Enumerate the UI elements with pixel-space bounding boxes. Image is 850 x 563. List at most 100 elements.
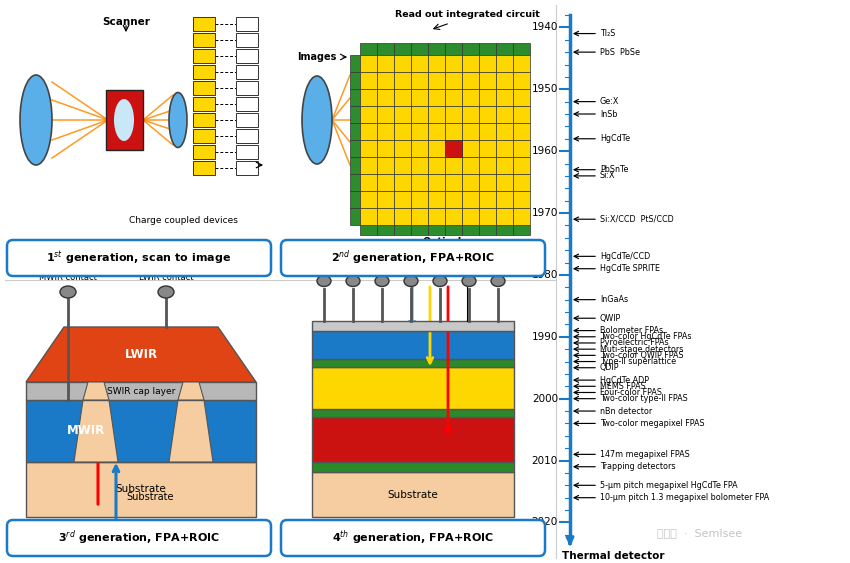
- Bar: [193, 97, 215, 111]
- Bar: [360, 225, 377, 235]
- Bar: [411, 89, 428, 106]
- Bar: [462, 55, 479, 72]
- Bar: [193, 145, 215, 159]
- Text: Two-color type-II FPAS: Two-color type-II FPAS: [600, 394, 688, 403]
- Bar: [462, 140, 479, 157]
- Bar: [377, 208, 394, 225]
- Bar: [394, 208, 411, 225]
- Bar: [411, 191, 428, 208]
- Bar: [312, 417, 514, 462]
- Bar: [394, 157, 411, 174]
- Text: MWIR contact: MWIR contact: [39, 273, 97, 282]
- FancyBboxPatch shape: [281, 520, 545, 556]
- Bar: [513, 225, 530, 235]
- Bar: [479, 89, 496, 106]
- Text: Substrate: Substrate: [388, 489, 439, 499]
- Text: Charge coupled devices: Charge coupled devices: [128, 216, 237, 225]
- Text: 1970: 1970: [531, 208, 558, 218]
- Bar: [513, 89, 530, 106]
- Bar: [236, 33, 258, 47]
- Bar: [193, 33, 215, 47]
- Bar: [445, 123, 462, 140]
- Text: 5-μm pitch megapixel HgCdTe FPA: 5-μm pitch megapixel HgCdTe FPA: [600, 481, 738, 490]
- Bar: [394, 43, 411, 55]
- Bar: [428, 43, 445, 55]
- Text: Substrate: Substrate: [126, 493, 173, 503]
- Bar: [445, 157, 462, 174]
- Bar: [496, 140, 513, 157]
- Text: Si:X: Si:X: [600, 171, 615, 180]
- Bar: [513, 174, 530, 191]
- Bar: [236, 97, 258, 111]
- Bar: [312, 321, 514, 331]
- Bar: [496, 225, 513, 235]
- Bar: [496, 43, 513, 55]
- Bar: [394, 140, 411, 157]
- Bar: [479, 123, 496, 140]
- Text: LWIR contact: LWIR contact: [139, 273, 193, 282]
- Bar: [193, 161, 215, 175]
- Bar: [428, 225, 445, 235]
- Text: Ge:X: Ge:X: [600, 97, 620, 106]
- Bar: [428, 191, 445, 208]
- Text: LWIR: LWIR: [124, 348, 157, 361]
- Bar: [236, 145, 258, 159]
- Bar: [312, 359, 514, 367]
- Bar: [394, 174, 411, 191]
- Bar: [513, 208, 530, 225]
- Bar: [513, 140, 530, 157]
- Text: 1940: 1940: [531, 23, 558, 33]
- Bar: [462, 89, 479, 106]
- Bar: [462, 43, 479, 55]
- Bar: [312, 331, 514, 359]
- Text: Substrate: Substrate: [116, 485, 167, 494]
- Bar: [377, 225, 394, 235]
- Bar: [445, 174, 462, 191]
- Bar: [445, 225, 462, 235]
- Bar: [350, 157, 360, 174]
- Bar: [360, 191, 377, 208]
- Text: QWIP: QWIP: [600, 314, 621, 323]
- Bar: [513, 43, 530, 55]
- Bar: [236, 113, 258, 127]
- Bar: [479, 43, 496, 55]
- Text: PbS  PbSe: PbS PbSe: [600, 48, 640, 57]
- Bar: [377, 140, 394, 157]
- Bar: [394, 191, 411, 208]
- Bar: [360, 140, 377, 157]
- Text: Pyroelectric FPAs: Pyroelectric FPAs: [600, 338, 669, 347]
- Bar: [193, 81, 215, 95]
- Polygon shape: [169, 400, 213, 462]
- Bar: [462, 72, 479, 89]
- Bar: [193, 17, 215, 31]
- Text: Trapping detectors: Trapping detectors: [600, 462, 676, 471]
- FancyBboxPatch shape: [7, 520, 271, 556]
- Text: HgCdTe ADP: HgCdTe ADP: [600, 376, 649, 385]
- Text: Type-II superlattice: Type-II superlattice: [600, 357, 676, 366]
- Bar: [350, 106, 360, 123]
- Bar: [377, 89, 394, 106]
- Bar: [411, 55, 428, 72]
- Ellipse shape: [60, 286, 76, 298]
- Text: Four-color FPAS: Four-color FPAS: [600, 388, 662, 397]
- Bar: [428, 89, 445, 106]
- Ellipse shape: [317, 275, 331, 287]
- Bar: [513, 191, 530, 208]
- Bar: [496, 72, 513, 89]
- Bar: [445, 106, 462, 123]
- Polygon shape: [106, 90, 143, 150]
- Bar: [428, 55, 445, 72]
- Bar: [411, 72, 428, 89]
- Bar: [360, 174, 377, 191]
- Bar: [377, 157, 394, 174]
- Bar: [236, 161, 258, 175]
- Bar: [479, 106, 496, 123]
- Bar: [513, 106, 530, 123]
- Bar: [428, 72, 445, 89]
- Ellipse shape: [158, 286, 174, 298]
- Text: Optical
coupler/polarization: Optical coupler/polarization: [387, 238, 497, 259]
- Text: 1960: 1960: [531, 146, 558, 156]
- Bar: [360, 106, 377, 123]
- Bar: [513, 123, 530, 140]
- Bar: [428, 157, 445, 174]
